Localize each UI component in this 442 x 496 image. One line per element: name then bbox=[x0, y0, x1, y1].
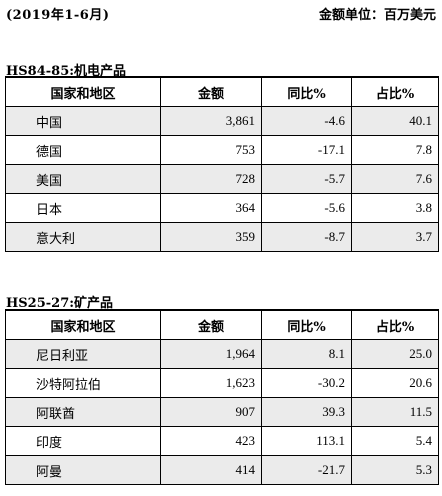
share-cell: 3.7 bbox=[351, 222, 439, 252]
country-cell: 沙特阿拉伯 bbox=[5, 368, 161, 398]
amount-cell: 1,964 bbox=[160, 339, 262, 369]
amount-cell: 728 bbox=[160, 164, 262, 194]
column-header-amount: 金额 bbox=[160, 76, 262, 107]
table-row: 印度 423 113.1 5.4 bbox=[5, 426, 439, 456]
yoy-cell: 8.1 bbox=[261, 339, 352, 369]
yoy-cell: -5.6 bbox=[261, 193, 352, 223]
amount-cell: 414 bbox=[160, 455, 262, 485]
amount-cell: 423 bbox=[160, 426, 262, 456]
minerals-table: 国家和地区 金额 同比% 占比% 尼日利亚 1,964 8.1 25.0 沙特阿… bbox=[5, 309, 439, 485]
column-header-country: 国家和地区 bbox=[5, 76, 161, 107]
unit-label: 金额单位：百万美元 bbox=[318, 8, 436, 23]
column-header-share: 占比% bbox=[351, 309, 439, 340]
share-cell: 40.1 bbox=[351, 106, 439, 136]
amount-cell: 3,861 bbox=[160, 106, 262, 136]
yoy-cell: 39.3 bbox=[261, 397, 352, 427]
country-cell: 印度 bbox=[5, 426, 161, 456]
table-row: 阿联酋 907 39.3 11.5 bbox=[5, 397, 439, 427]
yoy-cell: -30.2 bbox=[261, 368, 352, 398]
country-cell: 阿曼 bbox=[5, 455, 161, 485]
yoy-cell: -17.1 bbox=[261, 135, 352, 165]
column-header-yoy: 同比% bbox=[261, 309, 352, 340]
yoy-cell: -21.7 bbox=[261, 455, 352, 485]
table-row: 意大利 359 -8.7 3.7 bbox=[5, 222, 439, 252]
share-cell: 5.3 bbox=[351, 455, 439, 485]
machinery-table: 国家和地区 金额 同比% 占比% 中国 3,861 -4.6 40.1 德国 7… bbox=[5, 76, 439, 252]
yoy-cell: 113.1 bbox=[261, 426, 352, 456]
share-cell: 3.8 bbox=[351, 193, 439, 223]
share-cell: 5.4 bbox=[351, 426, 439, 456]
country-cell: 尼日利亚 bbox=[5, 339, 161, 369]
table-row: 沙特阿拉伯 1,623 -30.2 20.6 bbox=[5, 368, 439, 398]
country-cell: 中国 bbox=[5, 106, 161, 136]
amount-cell: 1,623 bbox=[160, 368, 262, 398]
country-cell: 阿联酋 bbox=[5, 397, 161, 427]
table-row: 尼日利亚 1,964 8.1 25.0 bbox=[5, 339, 439, 369]
amount-cell: 907 bbox=[160, 397, 262, 427]
share-cell: 25.0 bbox=[351, 339, 439, 369]
table-row: 阿曼 414 -21.7 5.3 bbox=[5, 455, 439, 485]
section-title-machinery: HS84-85:机电产品 bbox=[6, 64, 127, 79]
column-header-amount: 金额 bbox=[160, 309, 262, 340]
table-header-row: 国家和地区 金额 同比% 占比% bbox=[5, 76, 439, 107]
amount-cell: 364 bbox=[160, 193, 262, 223]
section-title-minerals: HS25-27:矿产品 bbox=[6, 296, 114, 311]
period-label: (2019年1-6月) bbox=[6, 8, 110, 23]
yoy-cell: -5.7 bbox=[261, 164, 352, 194]
country-cell: 德国 bbox=[5, 135, 161, 165]
country-cell: 意大利 bbox=[5, 222, 161, 252]
table-row: 中国 3,861 -4.6 40.1 bbox=[5, 106, 439, 136]
yoy-cell: -8.7 bbox=[261, 222, 352, 252]
country-cell: 美国 bbox=[5, 164, 161, 194]
column-header-yoy: 同比% bbox=[261, 76, 352, 107]
amount-cell: 359 bbox=[160, 222, 262, 252]
share-cell: 11.5 bbox=[351, 397, 439, 427]
table-row: 德国 753 -17.1 7.8 bbox=[5, 135, 439, 165]
country-cell: 日本 bbox=[5, 193, 161, 223]
amount-cell: 753 bbox=[160, 135, 262, 165]
column-header-country: 国家和地区 bbox=[5, 309, 161, 340]
table-row: 日本 364 -5.6 3.8 bbox=[5, 193, 439, 223]
yoy-cell: -4.6 bbox=[261, 106, 352, 136]
share-cell: 20.6 bbox=[351, 368, 439, 398]
table-header-row: 国家和地区 金额 同比% 占比% bbox=[5, 309, 439, 340]
share-cell: 7.8 bbox=[351, 135, 439, 165]
share-cell: 7.6 bbox=[351, 164, 439, 194]
column-header-share: 占比% bbox=[351, 76, 439, 107]
table-row: 美国 728 -5.7 7.6 bbox=[5, 164, 439, 194]
